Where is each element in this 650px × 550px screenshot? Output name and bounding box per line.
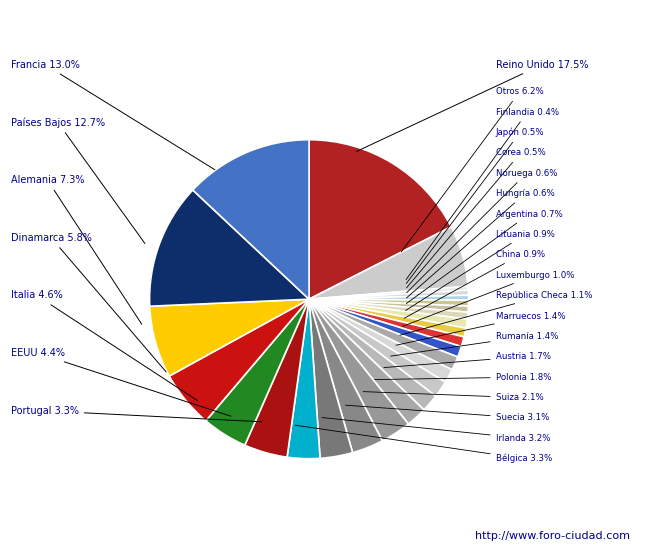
Wedge shape [169,299,309,421]
Wedge shape [309,299,424,424]
Wedge shape [309,299,466,337]
Text: Noruega 0.6%: Noruega 0.6% [407,169,557,293]
Wedge shape [287,299,320,459]
Text: Rumanía 1.4%: Rumanía 1.4% [391,332,558,356]
Text: Argentina 0.7%: Argentina 0.7% [406,210,562,304]
Text: Polonia 1.8%: Polonia 1.8% [375,373,551,382]
Text: Francia 13.0%: Francia 13.0% [11,60,215,170]
Text: Alemania 7.3%: Alemania 7.3% [11,175,142,324]
Text: Marruecos 1.4%: Marruecos 1.4% [396,311,566,345]
Wedge shape [309,299,469,312]
Wedge shape [309,299,436,410]
Wedge shape [309,299,458,370]
Text: Luxemburgo 1.0%: Luxemburgo 1.0% [402,271,574,326]
Wedge shape [150,190,309,306]
Text: Italia 4.6%: Italia 4.6% [11,290,198,400]
Wedge shape [309,286,468,299]
Wedge shape [309,227,468,299]
Wedge shape [206,299,309,445]
Wedge shape [150,299,309,376]
Text: Dinamarca 5.8%: Dinamarca 5.8% [11,233,166,372]
Wedge shape [309,140,451,299]
Wedge shape [309,299,467,328]
Text: Irlanda 3.2%: Irlanda 3.2% [322,417,550,443]
Wedge shape [309,299,468,319]
Wedge shape [309,299,469,306]
Wedge shape [245,299,309,457]
Text: Lituania 0.9%: Lituania 0.9% [406,230,554,311]
Text: Finlandia 0.4%: Finlandia 0.4% [406,108,559,279]
Text: Suiza 2.1%: Suiza 2.1% [363,392,543,402]
Text: Bélgica 3.3%: Bélgica 3.3% [295,425,552,464]
Text: Países Bajos 12.7%: Países Bajos 12.7% [11,117,145,244]
Wedge shape [309,299,464,346]
Text: Portugal 3.3%: Portugal 3.3% [11,406,262,422]
Wedge shape [309,299,382,453]
Wedge shape [309,290,469,299]
Wedge shape [309,295,469,300]
Wedge shape [309,299,452,382]
Text: Hungría 0.6%: Hungría 0.6% [406,189,554,298]
Wedge shape [309,299,445,396]
Text: Otros 6.2%: Otros 6.2% [401,87,543,252]
Text: Antequera - Turistas extranjeros según país - Octubre de 2024: Antequera - Turistas extranjeros según p… [96,15,554,31]
Text: http://www.foro-ciudad.com: http://www.foro-ciudad.com [476,531,630,541]
Wedge shape [309,299,462,357]
Text: Corea 0.5%: Corea 0.5% [406,148,545,288]
Text: Japón 0.5%: Japón 0.5% [406,128,544,283]
Text: China 0.9%: China 0.9% [404,250,545,318]
Wedge shape [309,299,352,458]
Wedge shape [193,140,309,299]
Text: República Checa 1.1%: República Checa 1.1% [400,291,592,335]
Text: Reino Unido 17.5%: Reino Unido 17.5% [357,60,588,151]
Text: EEUU 4.4%: EEUU 4.4% [11,348,231,416]
Text: Austria 1.7%: Austria 1.7% [384,353,551,367]
Text: Suecia 3.1%: Suecia 3.1% [346,405,549,422]
Wedge shape [309,299,408,441]
